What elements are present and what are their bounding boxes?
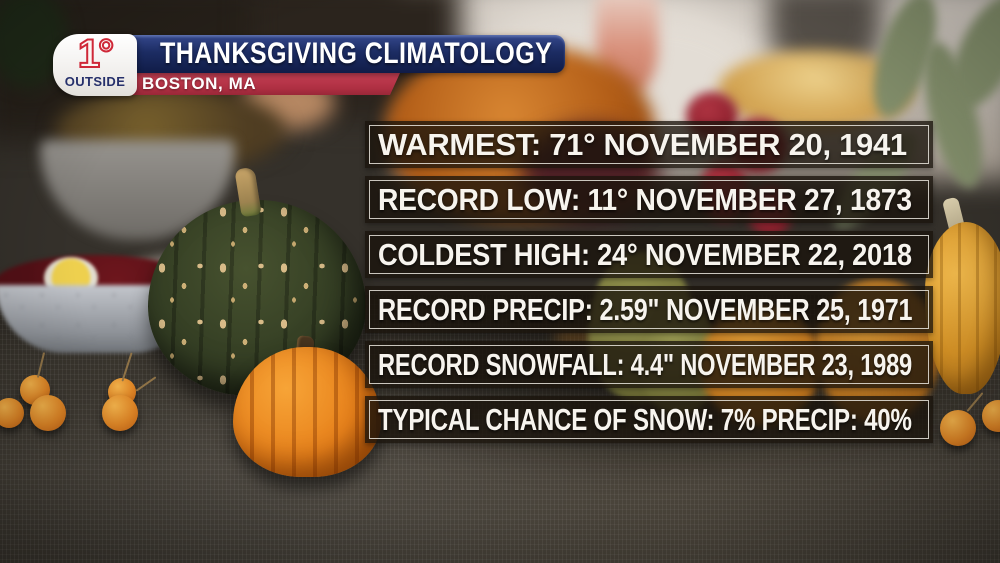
crabapple xyxy=(30,395,66,431)
location-label: BOSTON, MA xyxy=(142,74,257,93)
stat-text: RECORD SNOWFALL: 4.4" NOVEMBER 23, 1989 xyxy=(378,346,912,382)
orange-pumpkin xyxy=(233,347,381,477)
climatology-stats-panel: WARMEST: 71° NOVEMBER 20, 1941 RECORD LO… xyxy=(365,121,933,451)
graphic-title: THANKSGIVING CLIMATOLOGY xyxy=(160,37,553,70)
stat-row-warmest: WARMEST: 71° NOVEMBER 20, 1941 xyxy=(365,121,933,168)
station-logo: 1° OUTSIDE xyxy=(53,31,137,96)
crabapple xyxy=(940,410,976,446)
crabapple xyxy=(102,395,138,431)
stat-row-coldest-high: COLDEST HIGH: 24° NOVEMBER 22, 2018 xyxy=(365,231,933,278)
logo-brand-label: OUTSIDE xyxy=(64,74,126,89)
stat-text: RECORD LOW: 11° NOVEMBER 27, 1873 xyxy=(378,181,912,217)
crabapple xyxy=(982,400,1000,432)
crabapple xyxy=(0,398,24,428)
yellow-gourd xyxy=(925,222,1000,394)
stat-text: RECORD PRECIP: 2.59" NOVEMBER 25, 1971 xyxy=(378,291,913,327)
logo-degree-mark: 1° xyxy=(77,31,115,77)
stat-text: TYPICAL CHANCE OF SNOW: 7% PRECIP: 40% xyxy=(378,401,912,437)
stat-row-record-low: RECORD LOW: 11° NOVEMBER 27, 1873 xyxy=(365,176,933,223)
stat-row-record-precip: RECORD PRECIP: 2.59" NOVEMBER 25, 1971 xyxy=(365,286,933,333)
stat-text: WARMEST: 71° NOVEMBER 20, 1941 xyxy=(378,126,907,162)
stat-row-record-snowfall: RECORD SNOWFALL: 4.4" NOVEMBER 23, 1989 xyxy=(365,341,933,388)
title-banner: THANKSGIVING CLIMATOLOGY xyxy=(112,35,565,73)
location-banner: BOSTON, MA xyxy=(126,73,400,95)
stat-text: COLDEST HIGH: 24° NOVEMBER 22, 2018 xyxy=(378,236,912,272)
stat-row-typical-chance: TYPICAL CHANCE OF SNOW: 7% PRECIP: 40% xyxy=(365,396,933,443)
